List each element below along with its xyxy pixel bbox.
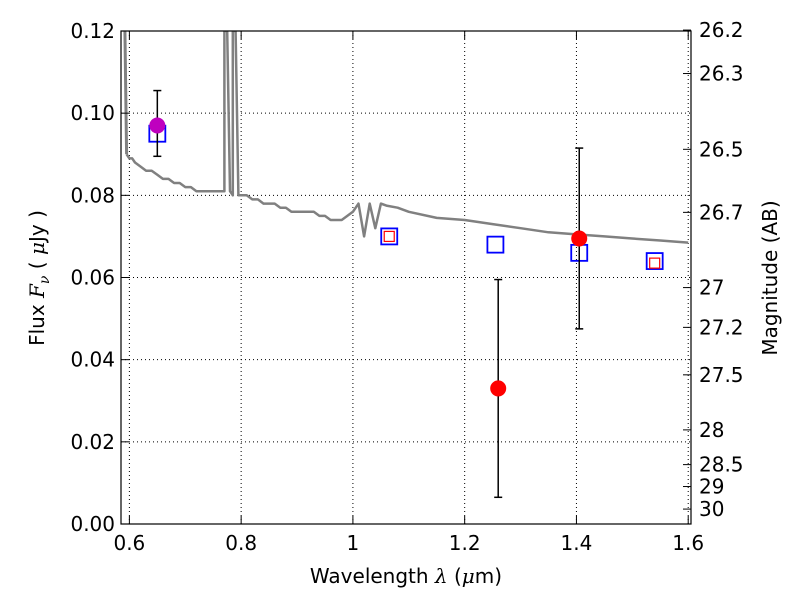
x-tick-label: 1.2 xyxy=(449,531,481,555)
observed-marker xyxy=(571,230,588,247)
x-tick-label: 0.8 xyxy=(225,531,257,555)
model-photometry-marker xyxy=(380,227,399,246)
y-axis-label: Flux Fν ( μJy ) xyxy=(25,210,53,346)
model-photometry-marker xyxy=(486,235,505,254)
magnitude-tick-label: 26.3 xyxy=(699,62,744,86)
data-points-layer xyxy=(148,89,664,499)
magnitude-tick-label: 27 xyxy=(699,276,724,300)
magnitude-axis-label: Magnitude (AB) xyxy=(758,200,782,355)
magnitude-tick-label: 27.2 xyxy=(699,315,744,339)
y-tick-label: 0.00 xyxy=(70,512,115,536)
y-tick-label: 0.08 xyxy=(70,183,115,207)
x-axis-label: Wavelength λ (μm) xyxy=(310,564,502,588)
y-tick-label: 0.06 xyxy=(70,266,115,290)
observed-marker xyxy=(149,117,166,134)
x-tick-label: 0.6 xyxy=(113,531,145,555)
magnitude-tick-label: 26.7 xyxy=(699,200,744,224)
sed-model-edge xyxy=(123,31,129,155)
y-tick-label: 0.10 xyxy=(70,101,115,125)
sed-model-line xyxy=(125,31,689,244)
magnitude-tick-label: 30 xyxy=(699,497,724,521)
x-axis-ticks: 0.6 0.8 1 1.2 1.4 1.6 xyxy=(113,31,704,555)
y-tick-label: 0.12 xyxy=(70,19,115,43)
magnitude-tick-label: 28.5 xyxy=(699,453,744,477)
small-square-marker xyxy=(383,230,395,243)
y-tick-label: 0.02 xyxy=(70,430,115,454)
magnitude-tick-label: 26.5 xyxy=(699,137,744,161)
grid xyxy=(121,30,691,525)
x-tick-label: 1.4 xyxy=(561,531,593,555)
small-square-marker xyxy=(649,257,661,269)
magnitude-tick-label: 29 xyxy=(699,475,724,499)
y-tick-label: 0.04 xyxy=(70,348,115,372)
y-axis-ticks: 0.00 0.02 0.04 0.06 0.08 0.10 0.12 xyxy=(70,19,129,536)
x-tick-label: 1 xyxy=(347,531,360,555)
magnitude-tick-label: 28 xyxy=(699,418,724,442)
observed-marker xyxy=(490,380,507,397)
x-tick-label: 1.6 xyxy=(672,531,704,555)
magnitude-tick-label: 26.2 xyxy=(699,18,744,42)
model-photometry-marker xyxy=(645,252,664,270)
magnitude-tick-label: 27.5 xyxy=(699,363,744,387)
sed-model-layer xyxy=(123,31,689,244)
